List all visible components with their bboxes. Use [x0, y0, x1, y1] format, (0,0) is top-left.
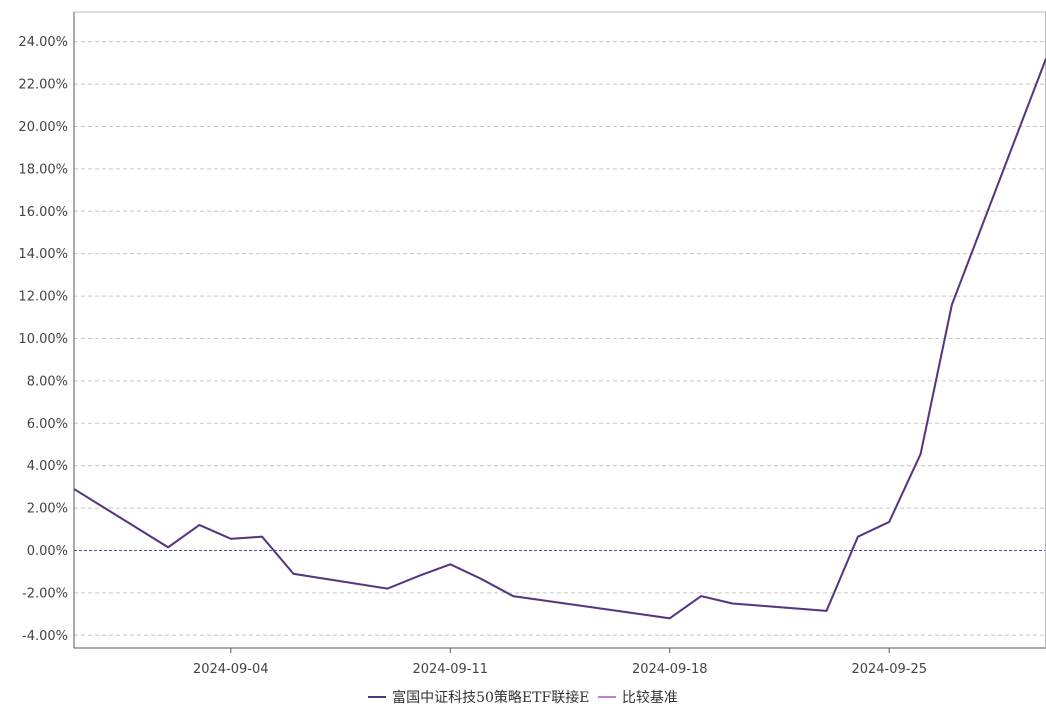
- legend-label-benchmark: 比较基准: [621, 690, 678, 706]
- y-tick-label: -4.00%: [22, 629, 68, 644]
- legend-swatch-fund: [368, 696, 387, 698]
- y-tick-label: 16.00%: [18, 205, 68, 220]
- x-tick-label: 2024-09-25: [851, 662, 927, 677]
- legend-item-benchmark[interactable]: 比较基准: [597, 687, 678, 707]
- y-tick-label: 8.00%: [27, 374, 68, 389]
- y-tick-label: 12.00%: [18, 290, 68, 305]
- y-tick-label: -2.00%: [22, 586, 68, 601]
- y-tick-label: 6.00%: [27, 417, 68, 432]
- y-tick-label: 24.00%: [18, 35, 68, 50]
- y-tick-label: 14.00%: [18, 247, 68, 262]
- y-tick-label: 4.00%: [27, 459, 68, 474]
- legend-item-fund[interactable]: 富国中证科技50策略ETF联接E: [368, 687, 589, 707]
- line-chart: -4.00% -2.00% 0.00% 2.00% 4.00% 6.00% 8.00% 10.…: [18, 11, 1046, 677]
- y-tick-label: 20.00%: [18, 120, 68, 135]
- legend: 富国中证科技50策略ETF联接E 比较基准: [0, 686, 1046, 707]
- y-tick-label: 0.00%: [27, 544, 68, 559]
- x-tick-label: 2024-09-11: [412, 662, 488, 677]
- legend-label-fund: 富国中证科技50策略ETF联接E: [392, 690, 590, 706]
- series-line-fund: [73, 58, 1046, 620]
- y-tick-label: 10.00%: [18, 332, 68, 347]
- y-tick-label: 22.00%: [18, 78, 68, 93]
- y-tick-label: 18.00%: [18, 162, 68, 177]
- legend-swatch-benchmark: [597, 696, 616, 698]
- x-tick-label: 2024-09-04: [193, 662, 269, 677]
- x-tick-label: 2024-09-18: [632, 662, 708, 677]
- y-tick-label: 2.00%: [27, 502, 68, 517]
